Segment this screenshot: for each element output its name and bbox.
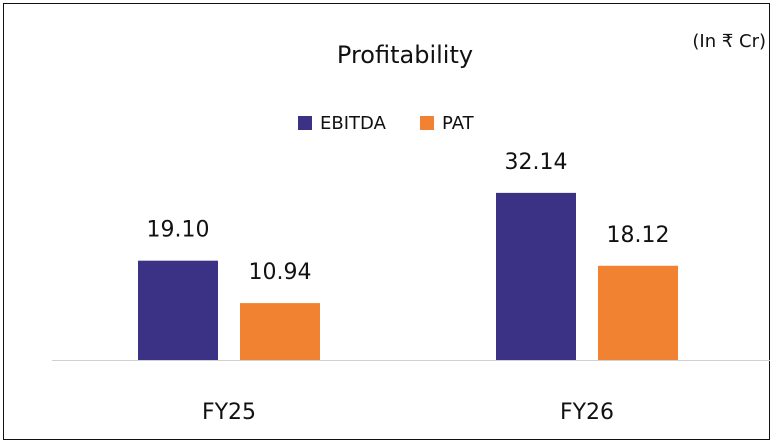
chart-border xyxy=(3,3,770,440)
legend-swatch xyxy=(298,116,312,130)
legend-label: PAT xyxy=(442,113,475,134)
unit-annotation: (In ₹ Cr) xyxy=(692,31,766,52)
bar xyxy=(240,303,320,360)
data-label: 32.14 xyxy=(505,150,568,175)
legend-swatch xyxy=(420,116,434,130)
data-label: 18.12 xyxy=(607,223,670,248)
data-label: 19.10 xyxy=(147,218,210,243)
x-tick-label: FY25 xyxy=(202,400,256,425)
x-tick-label: FY26 xyxy=(560,400,614,425)
bar xyxy=(496,192,576,360)
bar xyxy=(598,265,678,360)
data-label: 10.94 xyxy=(249,260,312,285)
bar xyxy=(138,260,218,360)
legend-label: EBITDA xyxy=(320,113,387,134)
chart-title: Profitability xyxy=(337,41,473,69)
